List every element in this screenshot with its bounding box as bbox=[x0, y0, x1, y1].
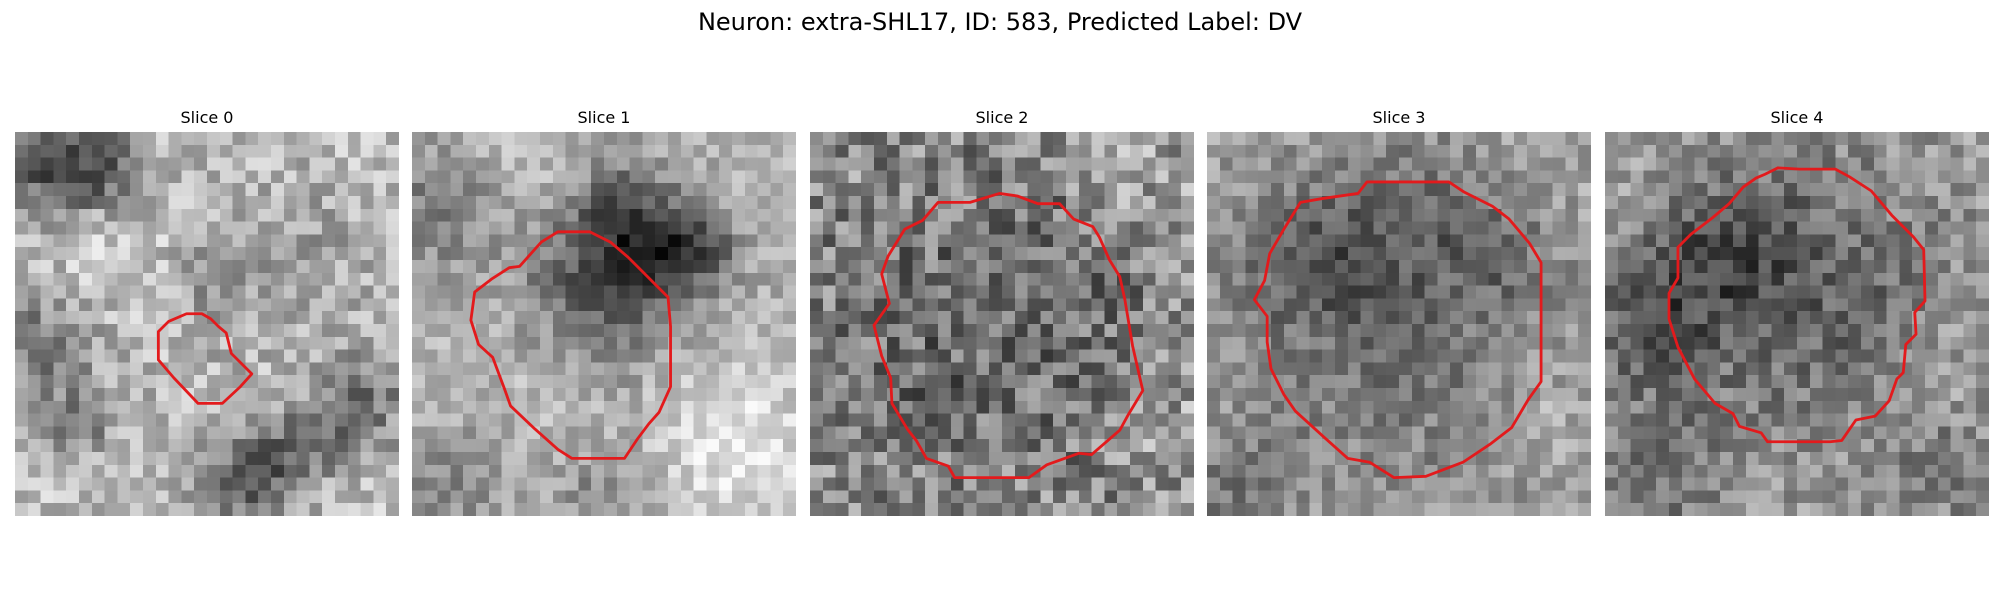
cell-contour-0 bbox=[156, 312, 254, 405]
cell-contour-4 bbox=[1667, 166, 1927, 444]
slice-panel-1: Slice 1 bbox=[412, 104, 796, 516]
slice-pixels-0 bbox=[15, 132, 399, 516]
figure-title: Neuron: extra-SHL17, ID: 583, Predicted … bbox=[697, 8, 1303, 36]
slice-panel-3: Slice 3 bbox=[1207, 104, 1591, 516]
slice-image-4 bbox=[1605, 132, 1989, 516]
slice-image-3 bbox=[1207, 132, 1591, 516]
slice-panel-0: Slice 0 bbox=[15, 104, 399, 516]
slice-panel-2: Slice 2 bbox=[810, 104, 1194, 516]
slice-image-0 bbox=[15, 132, 399, 516]
slice-image-1 bbox=[412, 132, 796, 516]
cell-contour-3 bbox=[1252, 180, 1543, 480]
cell-contour-1 bbox=[469, 230, 672, 460]
slice-title-2: Slice 2 bbox=[975, 108, 1029, 127]
slice-pixels-2 bbox=[810, 132, 1194, 516]
slice-pixels-3 bbox=[1207, 132, 1591, 516]
slice-title-3: Slice 3 bbox=[1372, 108, 1426, 127]
slice-title-1: Slice 1 bbox=[577, 108, 631, 127]
slice-image-2 bbox=[810, 132, 1194, 516]
cell-contour-2 bbox=[872, 192, 1145, 480]
slice-title-0: Slice 0 bbox=[180, 108, 234, 127]
slice-panel-4: Slice 4 bbox=[1605, 104, 1989, 516]
slice-title-4: Slice 4 bbox=[1770, 108, 1824, 127]
slice-pixels-4 bbox=[1605, 132, 1989, 516]
